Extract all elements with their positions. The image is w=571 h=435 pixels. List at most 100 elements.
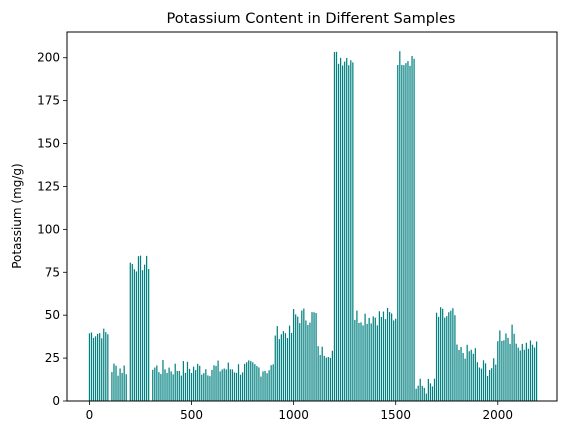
bar-180 — [462, 353, 464, 401]
bar-130 — [360, 322, 362, 401]
bar-38 — [172, 374, 174, 401]
bar-169 — [440, 307, 442, 401]
bar-86 — [270, 365, 272, 401]
bar-100 — [299, 323, 301, 401]
bar-208 — [519, 350, 521, 401]
bar-83 — [264, 370, 266, 401]
bar-27 — [148, 269, 150, 401]
bar-37 — [170, 371, 172, 401]
bars-group — [88, 51, 538, 402]
bar-151 — [403, 65, 405, 402]
bar-80 — [258, 367, 260, 401]
bar-57 — [211, 369, 213, 401]
bar-99 — [297, 316, 299, 401]
bar-110 — [319, 354, 321, 401]
bar-10 — [111, 372, 113, 401]
bar-59 — [215, 365, 217, 401]
bar-138 — [376, 325, 378, 401]
bar-199 — [501, 340, 503, 401]
plot-frame — [66, 31, 558, 402]
x-axis-ticks: 0 500 1000 1500 2000 — [86, 401, 513, 422]
bar-43 — [182, 361, 184, 401]
bar-22 — [137, 256, 140, 401]
bar-144 — [388, 311, 391, 401]
bar-174 — [450, 310, 452, 401]
bar-109 — [317, 346, 319, 401]
bar-21 — [135, 271, 138, 401]
bar-145 — [391, 313, 393, 401]
bar-198 — [499, 330, 501, 401]
bar-81 — [260, 376, 262, 401]
bar-195 — [493, 358, 495, 401]
bar-146 — [393, 320, 395, 401]
bar-171 — [444, 317, 446, 401]
bar-189 — [480, 368, 483, 401]
bar-34 — [164, 369, 166, 401]
bar-42 — [180, 375, 182, 401]
bar-136 — [372, 316, 374, 401]
bar-26 — [146, 255, 148, 401]
bar-72 — [241, 372, 244, 401]
bar-39 — [174, 363, 176, 401]
bar-155 — [411, 56, 413, 402]
y-tick-label-3: 75 — [45, 265, 60, 279]
bar-123 — [346, 57, 348, 401]
bar-194 — [491, 368, 493, 401]
bar-140 — [380, 316, 383, 401]
bar-91 — [280, 334, 282, 401]
bar-148 — [397, 65, 399, 401]
bar-2 — [92, 337, 95, 401]
bar-102 — [303, 308, 305, 401]
bar-4 — [97, 333, 99, 401]
bar-77 — [252, 362, 254, 401]
bar-46 — [188, 368, 191, 401]
chart-title: Potassium Content in Different Samples — [167, 11, 456, 27]
bar-121 — [342, 65, 344, 402]
bar-5 — [99, 333, 101, 401]
bar-142 — [384, 319, 387, 401]
bar-201 — [505, 333, 507, 401]
bar-215 — [533, 347, 536, 401]
bar-213 — [529, 340, 532, 401]
bar-153 — [407, 61, 409, 402]
bar-212 — [527, 348, 530, 401]
bar-159 — [419, 378, 421, 401]
bar-113 — [325, 357, 327, 401]
bar-176 — [454, 315, 456, 401]
bar-129 — [358, 322, 360, 401]
bar-131 — [362, 325, 364, 401]
bar-119 — [337, 63, 340, 401]
bar-126 — [352, 62, 354, 402]
y-tick-label-6: 150 — [37, 137, 60, 151]
bar-214 — [531, 344, 534, 401]
bar-183 — [468, 351, 470, 401]
bar-32 — [160, 374, 162, 401]
bar-108 — [315, 313, 317, 401]
bar-179 — [460, 347, 462, 401]
bar-186 — [474, 348, 476, 401]
bar-0 — [88, 333, 91, 401]
bar-154 — [409, 65, 411, 401]
bar-188 — [478, 367, 481, 401]
bar-11 — [113, 363, 115, 401]
y-tick-label-2: 50 — [45, 308, 60, 322]
bar-115 — [329, 357, 331, 401]
bar-49 — [195, 370, 197, 401]
bar-125 — [350, 60, 352, 401]
bar-134 — [368, 317, 370, 401]
bar-7 — [103, 328, 105, 401]
bar-104 — [307, 325, 309, 401]
bar-114 — [327, 356, 329, 401]
bar-132 — [364, 313, 366, 401]
bar-85 — [268, 370, 270, 401]
bar-70 — [237, 364, 240, 401]
bar-47 — [190, 372, 193, 401]
bar-163 — [427, 378, 429, 401]
bar-24 — [141, 270, 144, 401]
bar-172 — [446, 316, 448, 401]
bar-13 — [117, 375, 119, 401]
y-tick-label-0: 0 — [52, 394, 60, 408]
bar-3 — [94, 336, 97, 401]
bar-12 — [115, 365, 117, 401]
x-tick-label-2: 1000 — [278, 408, 309, 422]
